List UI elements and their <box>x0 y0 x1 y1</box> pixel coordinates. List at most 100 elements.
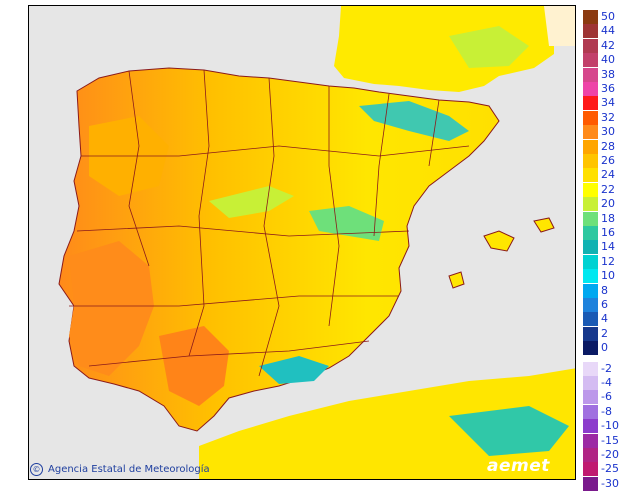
legend-swatch <box>583 283 598 298</box>
legend-label: 0 <box>601 341 608 355</box>
legend-swatch <box>583 53 598 68</box>
legend-item: 38 <box>583 67 630 82</box>
legend-label: 36 <box>601 82 615 95</box>
copyright-icon: © <box>30 463 43 476</box>
legend-label: 2 <box>601 326 608 340</box>
legend-swatch <box>583 139 598 154</box>
legend-item: -30 <box>583 476 630 491</box>
legend-label: 6 <box>601 298 608 311</box>
legend-item: 32 <box>583 110 630 125</box>
legend-item: 4 <box>583 312 630 327</box>
legend-label: 34 <box>601 96 615 110</box>
legend-label: 42 <box>601 38 615 52</box>
legend-item: 28 <box>583 139 630 154</box>
legend-item: 8 <box>583 283 630 298</box>
legend-item: 14 <box>583 240 630 255</box>
legend-swatch <box>583 125 598 140</box>
legend-swatch <box>583 82 598 96</box>
legend-item: 6 <box>583 298 630 312</box>
legend-item: 26 <box>583 154 630 168</box>
legend-item: 10 <box>583 269 630 284</box>
legend-label: 16 <box>601 226 615 239</box>
legend-item: 18 <box>583 211 630 226</box>
legend-label: -20 <box>601 448 619 461</box>
legend-swatch <box>583 110 598 125</box>
temperature-legend: 50 44 42 40 38 36 34 32 30 28 26 24 22 20 18 16 14 12 10 8 6… <box>583 10 630 491</box>
legend-item: 2 <box>583 326 630 341</box>
legend-label: 28 <box>601 139 615 153</box>
legend-item: 50 <box>583 10 630 24</box>
legend-label: -25 <box>601 462 619 476</box>
legend-label: -8 <box>601 404 612 418</box>
legend-swatch <box>583 67 598 82</box>
legend-item: 36 <box>583 82 630 96</box>
legend-label: -6 <box>601 390 612 404</box>
legend-item: 44 <box>583 24 630 39</box>
legend-label: -30 <box>601 476 619 490</box>
legend-item: -8 <box>583 404 630 419</box>
legend-item: -25 <box>583 462 630 477</box>
legend-label: 44 <box>601 24 615 38</box>
legend-swatch <box>583 361 598 376</box>
legend-label: -4 <box>601 376 612 389</box>
legend-label: -15 <box>601 433 619 447</box>
legend-item: -2 <box>583 361 630 376</box>
mallorca <box>483 230 515 252</box>
legend-swatch <box>583 326 598 341</box>
legend-item: -4 <box>583 376 630 390</box>
legend-label: 32 <box>601 110 615 124</box>
legend-label: 4 <box>601 312 608 326</box>
legend-label: 10 <box>601 269 615 283</box>
aemet-logo: aemet <box>487 456 550 476</box>
legend-item: 30 <box>583 125 630 140</box>
legend-label: 26 <box>601 154 615 167</box>
legend-item: 40 <box>583 53 630 68</box>
legend-item: -10 <box>583 419 630 434</box>
legend-item: 0 <box>583 341 630 356</box>
atlas-cool-zone <box>449 406 569 456</box>
legend-item: 22 <box>583 182 630 197</box>
temperature-map <box>28 5 576 480</box>
legend-label: 30 <box>601 125 615 139</box>
legend-item: 34 <box>583 96 630 111</box>
legend-swatch <box>583 168 598 183</box>
legend-swatch <box>583 341 598 356</box>
north-africa-landmass <box>199 368 575 479</box>
legend-label: 18 <box>601 211 615 225</box>
legend-label: 12 <box>601 254 615 268</box>
legend-item: 12 <box>583 254 630 269</box>
ibiza <box>448 271 465 289</box>
sierra-nevada-cool-zone <box>259 356 329 384</box>
legend-swatch <box>583 298 598 312</box>
legend-label: 24 <box>601 168 615 182</box>
legend-label: -2 <box>601 361 612 375</box>
legend-swatch <box>583 476 598 491</box>
central-range-zone <box>209 186 294 218</box>
legend-swatch <box>583 404 598 419</box>
aemet-credit: © Agencia Estatal de Meteorología <box>30 463 210 476</box>
legend-swatch <box>583 10 598 24</box>
legend-item: 20 <box>583 197 630 212</box>
france-cool-zone <box>449 26 529 68</box>
legend-item: 42 <box>583 38 630 53</box>
province-boundaries <box>69 69 470 377</box>
west-hot-zone <box>69 241 154 376</box>
legend-swatch <box>583 154 598 168</box>
legend-item: -20 <box>583 448 630 462</box>
map-canvas <box>29 6 575 479</box>
legend-swatch <box>583 269 598 284</box>
legend-swatch <box>583 24 598 39</box>
legend-swatch <box>583 96 598 111</box>
legend-label: -10 <box>601 419 619 433</box>
legend-label: 14 <box>601 240 615 254</box>
legend-swatch <box>583 462 598 477</box>
legend-swatch <box>583 197 598 212</box>
legend-label: 38 <box>601 67 615 81</box>
northeast-land <box>544 6 575 46</box>
legend-item: -15 <box>583 433 630 448</box>
legend-swatch <box>583 419 598 434</box>
legend-swatch <box>583 254 598 269</box>
legend-item: 24 <box>583 168 630 183</box>
iberian-range-cool-zone <box>309 206 384 241</box>
legend-label: 50 <box>601 10 615 23</box>
